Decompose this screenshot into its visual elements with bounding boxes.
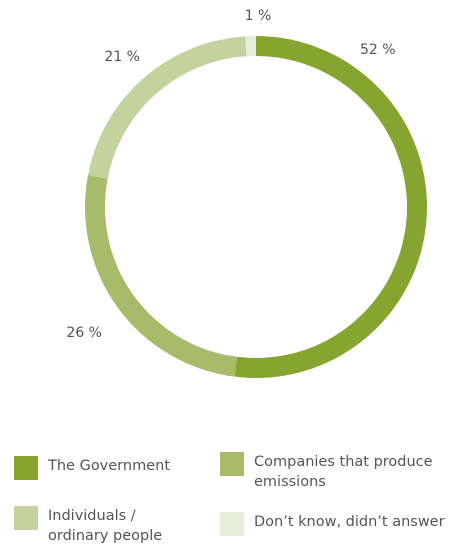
legend-label-government: The Government xyxy=(48,456,170,476)
slice-companies xyxy=(85,174,238,377)
slice-dont-know xyxy=(245,36,256,57)
slice-label-individuals: 21 % xyxy=(104,49,140,65)
legend-label-government-line-1: The Government xyxy=(48,458,171,474)
donut-slices xyxy=(85,36,427,378)
slice-government xyxy=(234,36,427,378)
legend-swatch-dont-know xyxy=(220,512,244,536)
legend-label-individuals-line-2: ordinary people xyxy=(48,528,163,544)
legend-label-companies-line-1: Companies that produce xyxy=(254,454,433,470)
legend-label-individuals-line-1: Individuals / xyxy=(48,508,136,524)
legend-label-companies: Companies that produce emissions xyxy=(254,452,433,492)
legend-label-dont-know: Don’t know, didn’t answer xyxy=(254,512,445,532)
slice-label-government: 52 % xyxy=(360,42,396,58)
legend-swatch-individuals xyxy=(14,506,38,530)
legend-item-dont-know: Don’t know, didn’t answer xyxy=(220,512,460,536)
legend-swatch-companies xyxy=(220,452,244,476)
legend-item-individuals: Individuals / ordinary people xyxy=(14,506,214,546)
legend-label-companies-line-2: emissions xyxy=(254,474,326,490)
donut-chart: 52 % 26 % 21 % 1 % xyxy=(66,8,427,378)
legend-item-companies: Companies that produce emissions xyxy=(220,452,460,492)
slice-individuals xyxy=(88,36,247,179)
slice-label-dont-know: 1 % xyxy=(245,8,272,24)
legend-swatch-government xyxy=(14,456,38,480)
legend-label-individuals: Individuals / ordinary people xyxy=(48,506,162,546)
slice-label-companies: 26 % xyxy=(66,325,102,341)
legend-item-government: The Government xyxy=(14,456,214,480)
legend-label-dont-know-line-1: Don’t know, didn’t answer xyxy=(254,514,445,530)
slice-labels: 52 % 26 % 21 % 1 % xyxy=(66,8,395,341)
